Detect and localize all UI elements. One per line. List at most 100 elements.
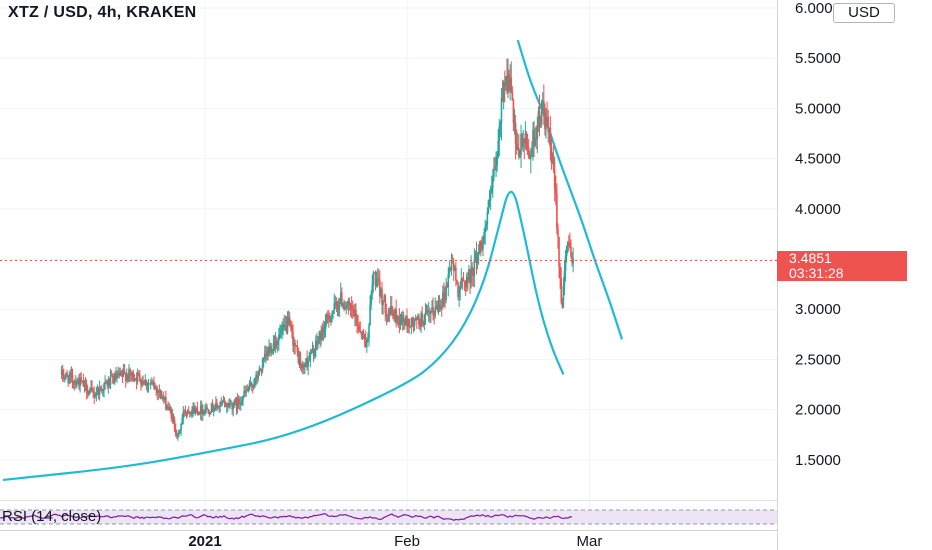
candle <box>193 402 195 414</box>
candle <box>559 262 561 289</box>
candle <box>137 370 140 376</box>
candle <box>398 308 401 334</box>
currency-button[interactable]: USD <box>833 3 895 23</box>
candle <box>541 92 544 110</box>
candle <box>245 385 248 397</box>
candle <box>469 268 471 295</box>
candle <box>384 293 387 321</box>
candle <box>511 86 514 101</box>
candle <box>528 150 531 160</box>
candle <box>161 394 164 402</box>
candle <box>128 364 130 382</box>
candle <box>308 351 311 362</box>
candle <box>269 342 271 356</box>
candle <box>316 332 318 351</box>
candle <box>570 239 572 259</box>
candle <box>114 371 116 385</box>
candle <box>164 395 166 403</box>
candle <box>236 393 239 414</box>
candle <box>219 400 222 413</box>
candle <box>139 370 141 383</box>
candle <box>92 387 94 399</box>
candle <box>547 109 549 143</box>
candle <box>228 398 230 409</box>
candle <box>396 314 399 326</box>
candle <box>243 385 245 398</box>
candle <box>74 375 77 389</box>
candle <box>313 348 316 360</box>
candle <box>205 402 207 414</box>
candle <box>448 260 451 278</box>
candle <box>298 350 301 368</box>
candle <box>401 310 404 331</box>
candle <box>332 310 334 319</box>
candle <box>156 385 159 400</box>
candle <box>433 310 435 325</box>
candle <box>367 332 369 343</box>
price-tick-label: 1.5000 <box>795 452 841 469</box>
candle <box>420 310 422 333</box>
candle <box>297 347 300 365</box>
candle <box>81 380 84 383</box>
candle <box>444 286 446 309</box>
candle <box>89 387 91 396</box>
candle <box>383 293 385 302</box>
candle <box>515 129 518 155</box>
candle <box>468 264 470 283</box>
candle <box>190 410 192 417</box>
time-axis[interactable]: 2021 Feb Mar <box>0 530 777 550</box>
candle <box>472 267 475 288</box>
candle <box>78 373 80 390</box>
candle <box>222 395 225 403</box>
candle <box>405 315 407 326</box>
candle <box>98 380 101 401</box>
candle <box>191 406 193 419</box>
candle <box>150 377 153 386</box>
candle <box>301 361 304 375</box>
candle <box>500 88 503 141</box>
candle <box>96 384 99 396</box>
candle <box>489 185 492 210</box>
candle <box>171 408 174 424</box>
candle <box>165 390 167 411</box>
candle <box>421 306 424 327</box>
candle <box>94 391 97 399</box>
candle <box>79 372 81 393</box>
candle <box>382 300 384 315</box>
candle <box>104 375 106 390</box>
candlesticks <box>60 58 574 441</box>
candle <box>240 396 242 411</box>
candle <box>389 295 392 317</box>
candle <box>87 390 90 397</box>
candle <box>279 324 281 340</box>
candle <box>218 405 220 413</box>
candle <box>266 346 268 361</box>
candle <box>549 116 552 161</box>
candle <box>571 251 573 267</box>
candle <box>254 377 256 389</box>
candle <box>248 380 251 391</box>
candle <box>497 129 500 159</box>
candle <box>237 395 240 409</box>
candle <box>148 383 151 385</box>
candle <box>136 368 139 385</box>
candle <box>204 404 206 416</box>
price-tick-label: 6.0000 <box>795 0 841 17</box>
candle <box>564 249 567 282</box>
candle <box>506 58 508 95</box>
candle <box>434 297 437 319</box>
candle <box>203 409 205 416</box>
candle <box>142 375 144 387</box>
candle <box>141 376 143 388</box>
candle <box>442 285 444 310</box>
last-price-tag: 3.4851 <box>777 251 907 266</box>
candle <box>520 124 522 168</box>
candle <box>518 134 520 160</box>
candle <box>143 379 145 385</box>
candle <box>145 379 148 391</box>
candle <box>267 346 269 361</box>
candle <box>480 240 482 257</box>
candle <box>318 330 320 344</box>
candle <box>187 406 190 415</box>
candle <box>399 313 402 330</box>
